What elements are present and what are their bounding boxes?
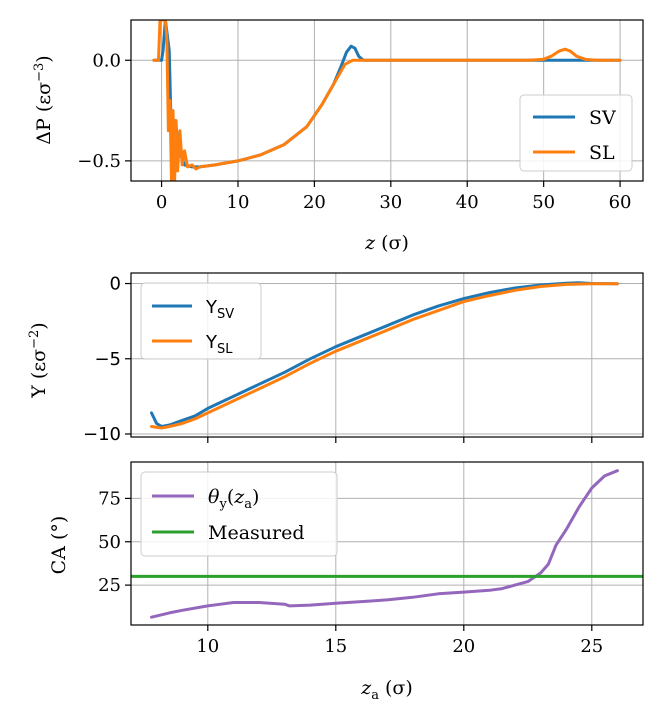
contact-angle-axes-frame xyxy=(130,461,644,626)
contact-angle-panel: 10 15 20 25 25 50 75 CA (°) za (σ) θy(za) Meas… xyxy=(48,461,644,703)
legend-label-sv: SV xyxy=(589,107,616,129)
surface-tension-legend: ΥSV ΥSL xyxy=(140,282,262,360)
x-tick-label: 25 xyxy=(580,636,603,657)
pressure-axes-frame xyxy=(130,19,644,182)
series-line--sl xyxy=(150,282,619,430)
x-tick-label: 20 xyxy=(452,636,475,657)
x-tick-label: 0 xyxy=(156,192,167,213)
y-tick-label: −0.5 xyxy=(77,151,121,172)
x-tick-label: 50 xyxy=(532,192,555,213)
legend-label-measured: Measured xyxy=(208,522,305,544)
x-tick-label: 10 xyxy=(196,636,219,657)
pressure-panel: 0 10 20 30 40 50 60 0.0 −0.5 ΔP (εσ−3) z (σ) SV … xyxy=(32,19,644,254)
surface-tension-panel: 0 −5 −10 Υ (εσ−2) ΥSV ΥSL xyxy=(27,272,644,445)
surface-tension-ylabel: Υ (εσ−2) xyxy=(27,322,51,398)
legend-label-sl: SL xyxy=(589,142,615,164)
y-tick-label: −5 xyxy=(94,349,121,370)
x-tick-label: 15 xyxy=(324,636,347,657)
contact-angle-ticks: 10 15 20 25 25 50 75 xyxy=(98,488,603,657)
legend-label-ysv: ΥSV xyxy=(205,297,234,322)
contact-angle-xlabel: za (σ) xyxy=(360,677,413,703)
pressure-xlabel: z (σ) xyxy=(364,232,409,254)
y-tick-label: 50 xyxy=(98,532,121,553)
pressure-legend: SV SL xyxy=(519,94,633,172)
contact-angle-ylabel: CA (°) xyxy=(48,516,70,575)
legend-label-theta: θy(za) xyxy=(208,486,259,512)
x-tick-label: 60 xyxy=(609,192,632,213)
x-tick-label: 40 xyxy=(456,192,479,213)
y-tick-label: 0 xyxy=(110,274,121,295)
series-line--y-za- xyxy=(150,469,619,619)
legend-box xyxy=(140,282,262,360)
y-tick-label: 0.0 xyxy=(92,50,121,71)
x-tick-label: 20 xyxy=(303,192,326,213)
contact-angle-legend: θy(za) Measured xyxy=(140,471,338,557)
contact-angle-lines xyxy=(131,469,643,619)
legend-label-ysl: ΥSL xyxy=(205,332,233,357)
series-line-sl xyxy=(152,20,622,181)
pressure-ylabel: ΔP (εσ−3) xyxy=(32,55,56,144)
surface-tension-lines xyxy=(150,281,619,430)
legend-box xyxy=(140,471,338,557)
y-tick-label: 75 xyxy=(98,488,121,509)
surface-tension-ticks: 0 −5 −10 xyxy=(83,274,593,445)
x-tick-label: 10 xyxy=(227,192,250,213)
y-tick-label: −10 xyxy=(83,424,121,445)
y-tick-label: 25 xyxy=(98,575,121,596)
surface-tension-axes-frame xyxy=(130,272,644,438)
x-tick-label: 30 xyxy=(379,192,402,213)
pressure-ticks: 0 10 20 30 40 50 60 0.0 −0.5 xyxy=(77,50,631,213)
pressure-lines xyxy=(152,20,622,181)
